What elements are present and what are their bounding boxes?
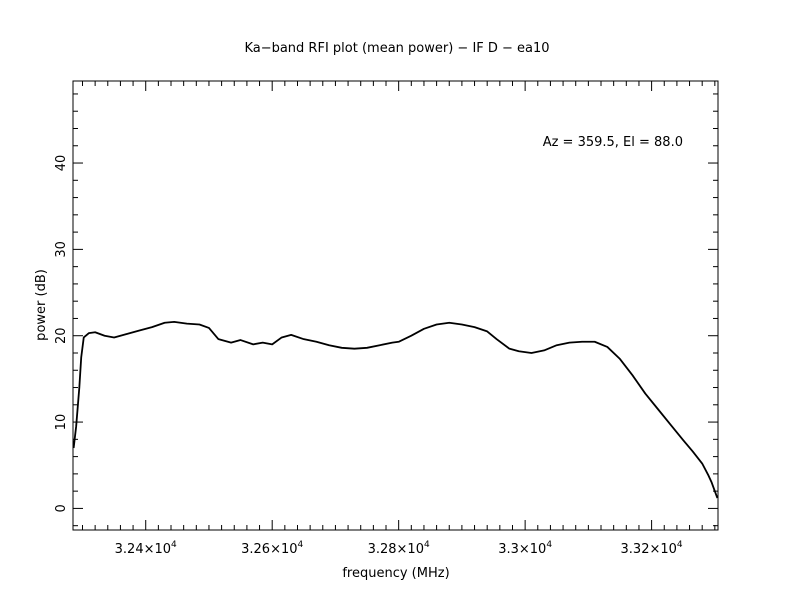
x-axis-label: frequency (MHz) xyxy=(342,566,449,581)
x-axis-ticks xyxy=(81,81,716,530)
x-tick-label: 3.28×104 xyxy=(368,540,430,557)
y-axis-ticks xyxy=(73,93,718,527)
y-tick-label: 30 xyxy=(54,241,69,258)
y-axis-tick-labels: 0 10 20 30 40 xyxy=(54,155,69,513)
chart-title: Ka−band RFI plot (mean power) − IF D − e… xyxy=(244,41,549,56)
mean-power-series-line xyxy=(72,321,719,499)
y-tick-label: 0 xyxy=(54,504,69,512)
x-tick-label: 3.26×104 xyxy=(241,540,303,557)
x-tick-label: 3.32×104 xyxy=(621,540,683,557)
x-axis-tick-labels: 3.24×104 3.26×104 3.28×104 3.3×104 3.32×104 xyxy=(115,540,683,557)
y-tick-label: 20 xyxy=(54,327,69,344)
y-tick-label: 40 xyxy=(54,155,69,172)
y-tick-label: 10 xyxy=(54,414,69,431)
az-el-annotation: Az = 359.5, El = 88.0 xyxy=(543,135,683,150)
x-tick-label: 3.3×104 xyxy=(498,540,552,557)
plot-frame xyxy=(72,80,719,531)
x-tick-label: 3.24×104 xyxy=(115,540,177,557)
y-axis-label: power (dB) xyxy=(34,269,49,341)
